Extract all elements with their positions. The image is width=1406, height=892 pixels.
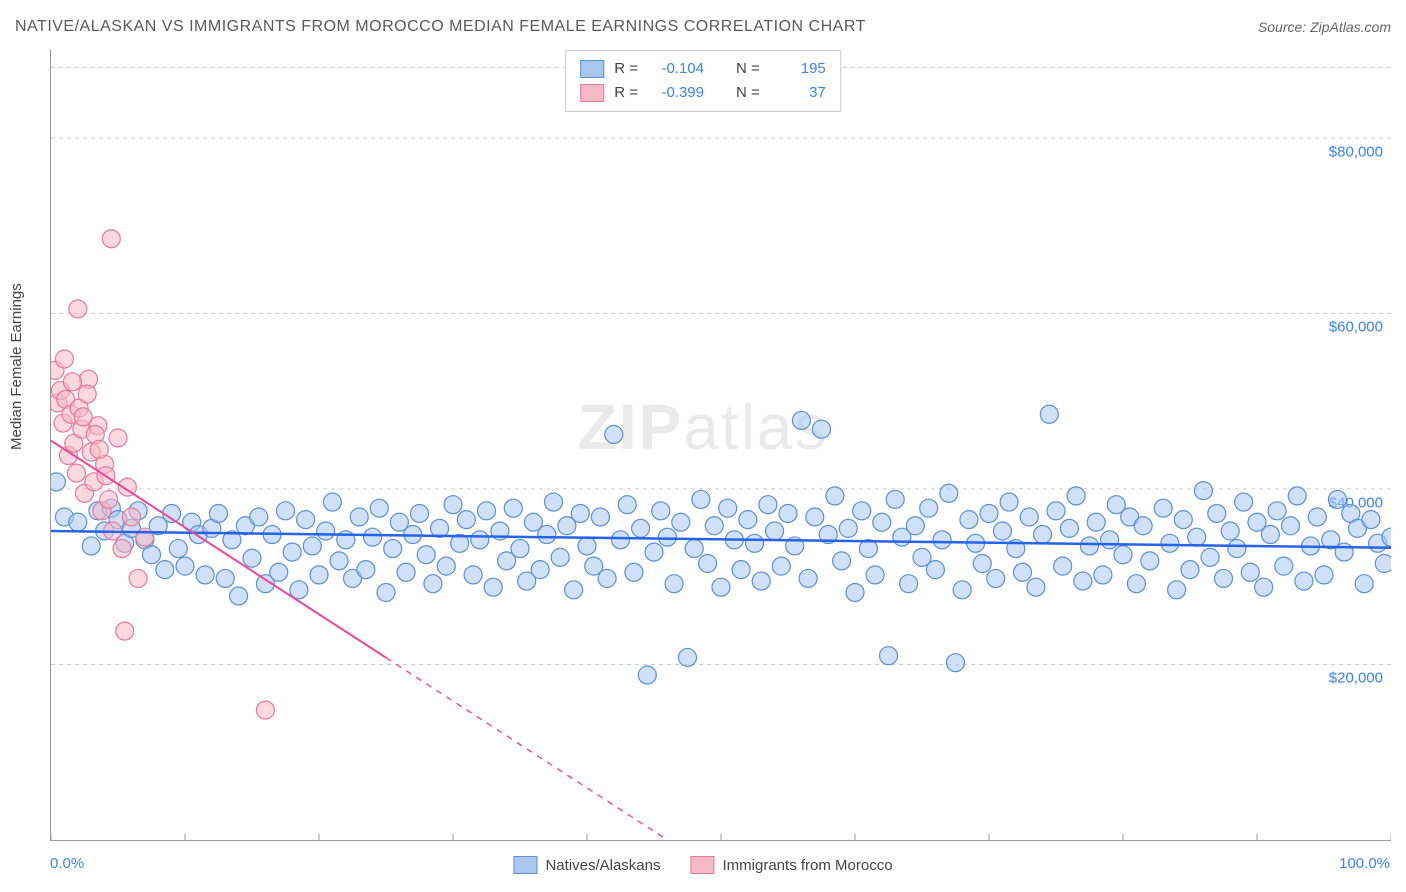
scatter-svg bbox=[51, 50, 1391, 840]
legend-row-a: R = -0.104 N = 195 bbox=[580, 57, 826, 81]
y-axis-title: Median Female Earnings bbox=[8, 283, 25, 450]
x-axis-min-label: 0.0% bbox=[50, 855, 84, 872]
swatch-b-icon bbox=[580, 84, 604, 102]
legend-row-b: R = -0.399 N = 37 bbox=[580, 81, 826, 105]
swatch-a-icon bbox=[580, 60, 604, 78]
legend-series-box: Natives/Alaskans Immigrants from Morocco bbox=[513, 856, 892, 874]
legend-correlation-box: R = -0.104 N = 195 R = -0.399 N = 37 bbox=[565, 50, 841, 112]
swatch-b-icon bbox=[691, 856, 715, 874]
chart-title: NATIVE/ALASKAN VS IMMIGRANTS FROM MOROCC… bbox=[15, 18, 866, 36]
swatch-a-icon bbox=[513, 856, 537, 874]
legend-item-a: Natives/Alaskans bbox=[513, 856, 660, 874]
plot-area: $20,000$40,000$60,000$80,000 bbox=[50, 50, 1391, 841]
legend-item-b: Immigrants from Morocco bbox=[691, 856, 893, 874]
title-bar: NATIVE/ALASKAN VS IMMIGRANTS FROM MOROCC… bbox=[15, 18, 1391, 36]
source-label: Source: ZipAtlas.com bbox=[1258, 19, 1391, 35]
x-axis-max-label: 100.0% bbox=[1339, 855, 1390, 872]
source-value: ZipAtlas.com bbox=[1310, 19, 1391, 35]
